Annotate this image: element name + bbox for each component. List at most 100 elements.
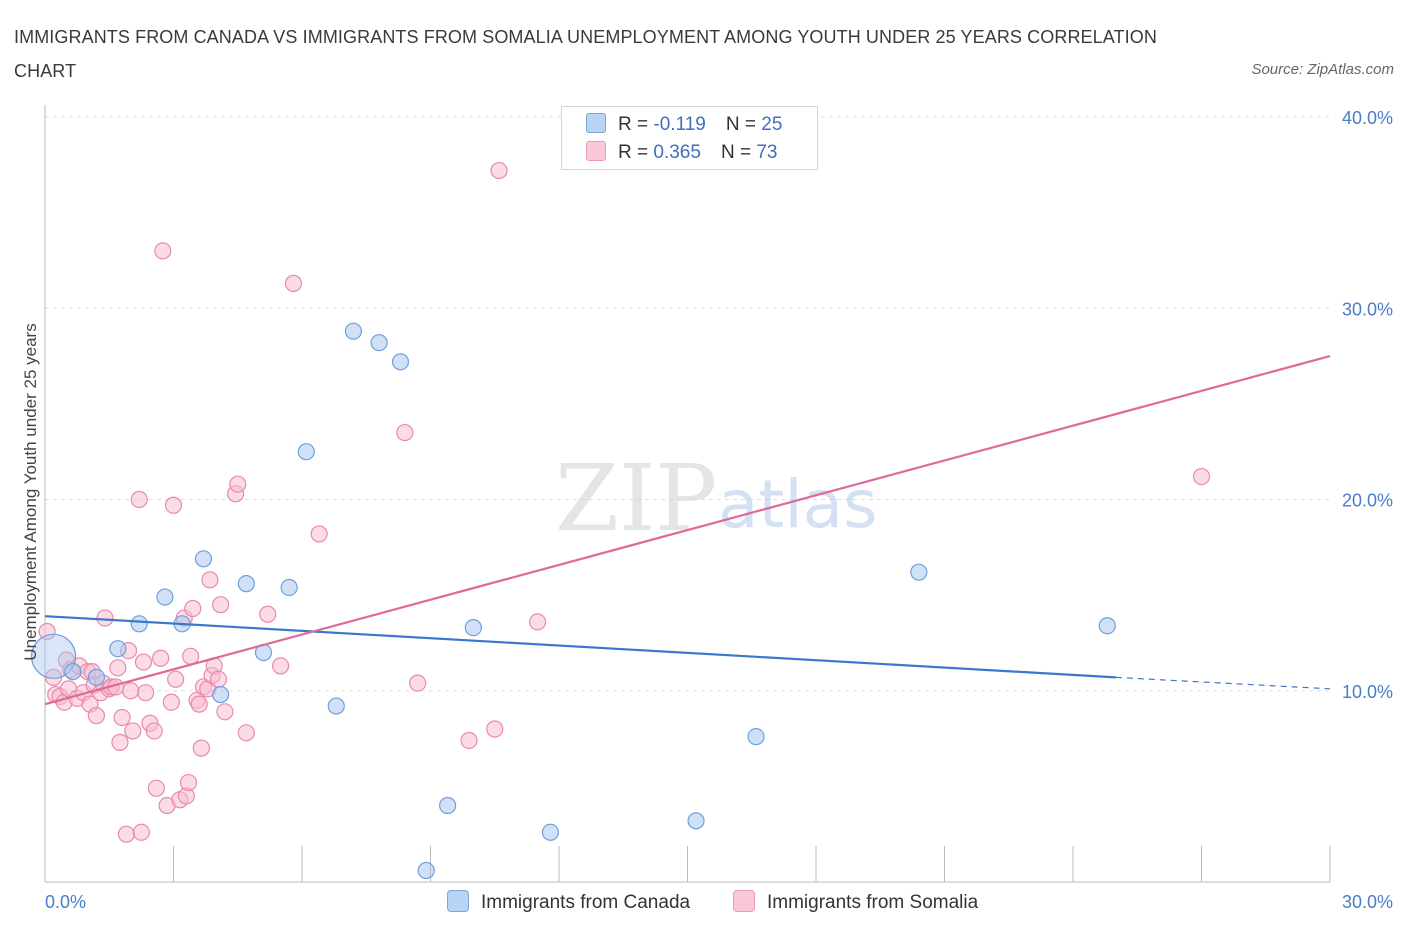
watermark-zip: ZIP bbox=[555, 445, 717, 552]
somalia-point bbox=[490, 161, 508, 180]
n-value: 73 bbox=[756, 142, 778, 163]
x-tick-label-min: 0.0% bbox=[45, 892, 86, 912]
somalia-point bbox=[111, 733, 129, 751]
canada-point bbox=[1098, 617, 1116, 635]
somalia-point bbox=[528, 613, 547, 631]
somalia-point bbox=[237, 724, 255, 742]
somalia-point bbox=[229, 475, 247, 493]
somalia-point bbox=[147, 779, 165, 797]
somalia-point bbox=[122, 682, 140, 700]
series-legend: Immigrants from Canada Immigrants from S… bbox=[0, 890, 1406, 914]
canada-point bbox=[64, 663, 82, 681]
somalia-point bbox=[117, 825, 135, 843]
y-axis-label: Unemployment Among Youth under 25 years bbox=[21, 323, 40, 660]
r-value: -0.119 bbox=[653, 114, 706, 135]
canada-point bbox=[130, 615, 148, 633]
somalia-point bbox=[145, 722, 163, 740]
canada-point bbox=[156, 588, 174, 606]
somalia-point bbox=[460, 731, 478, 750]
somalia-swatch bbox=[586, 141, 606, 161]
trend-lines bbox=[44, 355, 1331, 706]
somalia-point bbox=[130, 490, 148, 509]
y-tick-labels: 10.0% 20.0% 30.0% 40.0% bbox=[1342, 108, 1393, 702]
canada-point bbox=[687, 812, 705, 830]
y-tick-label: 10.0% bbox=[1342, 682, 1393, 702]
somalia-point bbox=[162, 693, 180, 711]
somalia-point bbox=[134, 653, 153, 671]
somalia-point bbox=[137, 684, 155, 702]
canada-point bbox=[87, 668, 106, 686]
canada-point bbox=[370, 334, 388, 352]
somalia-point bbox=[182, 647, 200, 665]
somalia-point bbox=[1192, 467, 1211, 486]
somalia-point bbox=[109, 659, 127, 677]
canada-point bbox=[541, 823, 560, 841]
somalia-point bbox=[164, 496, 183, 514]
canada-trend-line bbox=[44, 615, 1116, 679]
x-tick-labels: 0.0% 30.0% bbox=[45, 892, 1393, 912]
somalia-swatch bbox=[733, 890, 755, 912]
x-tick-label-max: 30.0% bbox=[1342, 892, 1393, 912]
axes bbox=[44, 105, 1331, 883]
canada-point-large bbox=[30, 633, 77, 679]
somalia-point bbox=[310, 525, 328, 543]
canada-point bbox=[237, 575, 255, 593]
somalia-point bbox=[113, 708, 131, 727]
canada-point bbox=[344, 322, 362, 340]
n-value: 25 bbox=[761, 114, 783, 135]
r-label: R = bbox=[618, 142, 649, 163]
somalia-point bbox=[209, 670, 228, 688]
somalia-point bbox=[152, 649, 170, 667]
canada-point bbox=[910, 563, 928, 581]
canada-point bbox=[439, 796, 457, 815]
somalia-point bbox=[124, 722, 142, 740]
source-label: Source: ZipAtlas.com bbox=[1251, 61, 1394, 78]
somalia-point bbox=[192, 739, 210, 757]
y-tick-label: 40.0% bbox=[1342, 108, 1393, 128]
watermark-atlas: atlas bbox=[718, 466, 878, 543]
somalia-point bbox=[87, 707, 106, 725]
somalia-point bbox=[184, 599, 202, 618]
canada-trend-extension bbox=[1115, 676, 1331, 690]
legend-label: Immigrants from Canada bbox=[481, 892, 691, 913]
somalia-point bbox=[259, 605, 277, 623]
canada-point bbox=[212, 685, 230, 704]
somalia-point bbox=[212, 596, 230, 614]
canada-point bbox=[747, 728, 765, 746]
somalia-point bbox=[486, 720, 504, 738]
n-label: N = bbox=[720, 142, 752, 163]
canada-point bbox=[391, 353, 410, 371]
y-tick-label: 20.0% bbox=[1342, 491, 1393, 511]
legend-item-canada[interactable]: Immigrants from Canada bbox=[447, 890, 690, 915]
legend-row-canada: R = -0.119 N = 25 bbox=[586, 113, 782, 137]
canada-point bbox=[464, 619, 482, 637]
somalia-point bbox=[154, 242, 172, 260]
canada-point bbox=[297, 443, 315, 461]
legend-row-somalia: R = 0.365 N = 73 bbox=[586, 141, 777, 165]
somalia-point bbox=[38, 622, 56, 641]
watermark: ZIP atlas bbox=[555, 445, 878, 552]
gridlines bbox=[45, 116, 1330, 692]
legend-item-somalia[interactable]: Immigrants from Somalia bbox=[733, 890, 978, 915]
legend-label: Immigrants from Somalia bbox=[767, 892, 979, 913]
somalia-point bbox=[167, 670, 185, 688]
series-canada-points bbox=[30, 322, 1116, 880]
r-value: 0.365 bbox=[653, 142, 701, 163]
somalia-trend-line bbox=[44, 355, 1331, 706]
somalia-point bbox=[201, 571, 219, 589]
somalia-point bbox=[190, 695, 208, 713]
canada-swatch bbox=[447, 890, 469, 912]
somalia-point bbox=[179, 773, 198, 792]
canada-point bbox=[417, 861, 435, 880]
somalia-point bbox=[132, 823, 150, 841]
somalia-point bbox=[271, 657, 290, 675]
chart-title: IMMIGRANTS FROM CANADA VS IMMIGRANTS FRO… bbox=[14, 27, 1157, 81]
canada-point bbox=[280, 578, 298, 597]
canada-point bbox=[327, 697, 345, 715]
canada-point bbox=[109, 640, 127, 658]
y-tick-label: 30.0% bbox=[1342, 299, 1393, 319]
somalia-point bbox=[96, 609, 114, 627]
somalia-point bbox=[396, 423, 414, 442]
somalia-point bbox=[284, 274, 303, 292]
